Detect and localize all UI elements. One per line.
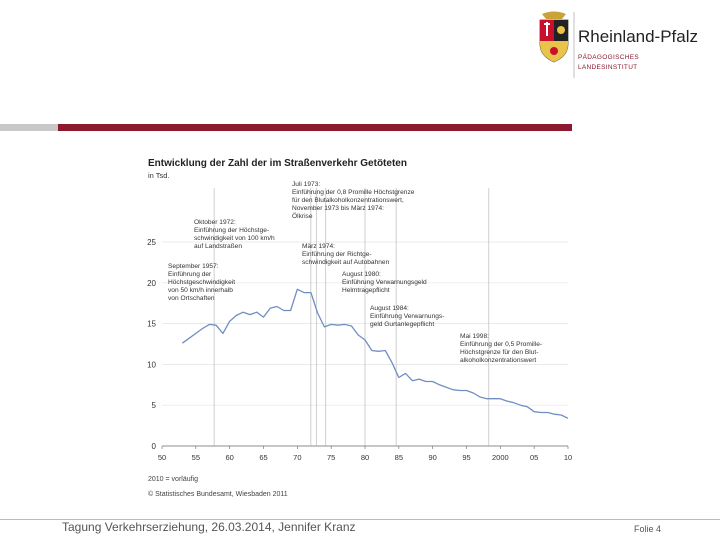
series-line xyxy=(181,288,569,419)
chart-title: Entwicklung der Zahl der im Straßenverke… xyxy=(148,158,407,169)
footer-divider xyxy=(0,519,720,520)
x-tick-label: 60 xyxy=(225,453,233,462)
chart-source: © Statistisches Bundesamt, Wiesbaden 201… xyxy=(148,490,288,498)
x-tick-label: 05 xyxy=(530,453,538,462)
x-tick-label: 85 xyxy=(395,453,403,462)
x-tick-labels: 50 55 60 65 70 75 80 85 90 95 2000 05 10 xyxy=(158,446,572,462)
annotation-label: März 1974: Einführung der Richtge-schwind… xyxy=(302,243,390,266)
rheinland-pfalz-logo: Rheinland-Pfalz PÄDAGOGISCHES LANDESINST… xyxy=(539,11,698,78)
y-tick-label: 25 xyxy=(147,238,156,247)
x-tick-label: 70 xyxy=(293,453,301,462)
y-tick-label: 10 xyxy=(147,360,156,369)
chart-subtitle: in Tsd. xyxy=(148,171,170,180)
institute-line-2: LANDESINSTITUT xyxy=(578,64,637,71)
header-accent-bar xyxy=(58,124,572,131)
chart-annotations: Juli 1973: Einführung der 0,8 Promille Hö… xyxy=(168,181,542,364)
event-marker-lines xyxy=(213,188,490,446)
x-tick-label: 95 xyxy=(462,453,470,462)
x-tick-label: 65 xyxy=(259,453,267,462)
x-tick-label: 75 xyxy=(327,453,335,462)
y-tick-labels: 25 20 15 10 5 0 xyxy=(147,238,156,451)
annotation-label: Juli 1973: Einführung der 0,8 Promille Hö… xyxy=(292,181,415,220)
x-tick-label: 10 xyxy=(564,453,572,462)
chart-note: 2010 = vorläufig xyxy=(148,476,198,483)
annotation-label: Oktober 1972: Einführung der Höchstge-sch… xyxy=(194,219,275,250)
coat-of-arms-icon xyxy=(539,11,569,63)
y-tick-label: 20 xyxy=(147,279,156,288)
y-tick-label: 15 xyxy=(147,320,156,329)
y-tick-label: 0 xyxy=(152,442,157,451)
footer-text: Tagung Verkehrserziehung, 26.03.2014, Je… xyxy=(62,520,356,534)
x-tick-label: 2000 xyxy=(492,453,509,462)
header-grey-bar xyxy=(0,124,58,131)
x-tick-label: 55 xyxy=(192,453,200,462)
x-tick-label: 80 xyxy=(361,453,369,462)
annotation-label: August 1984: Einführung Verwarnungs-geld … xyxy=(370,305,444,328)
annotation-label: September 1957: Einführung der Höchstgesch… xyxy=(168,263,235,302)
logo-wordmark: Rheinland-Pfalz xyxy=(578,27,698,46)
x-tick-label: 50 xyxy=(158,453,166,462)
annotation-label: August 1980: Einführung Verwarnungsgeld He… xyxy=(342,271,427,294)
x-tick-label: 90 xyxy=(428,453,436,462)
institute-line-1: PÄDAGOGISCHES xyxy=(578,53,639,61)
slide-number: Folie 4 xyxy=(634,524,662,534)
chart-series xyxy=(181,288,569,419)
fatalities-chart: Entwicklung der Zahl der im Straßenverke… xyxy=(147,158,572,498)
y-tick-label: 5 xyxy=(152,401,157,410)
annotation-label: Mai 1998: Einführung der 0,5 Promille-Höc… xyxy=(460,333,542,364)
